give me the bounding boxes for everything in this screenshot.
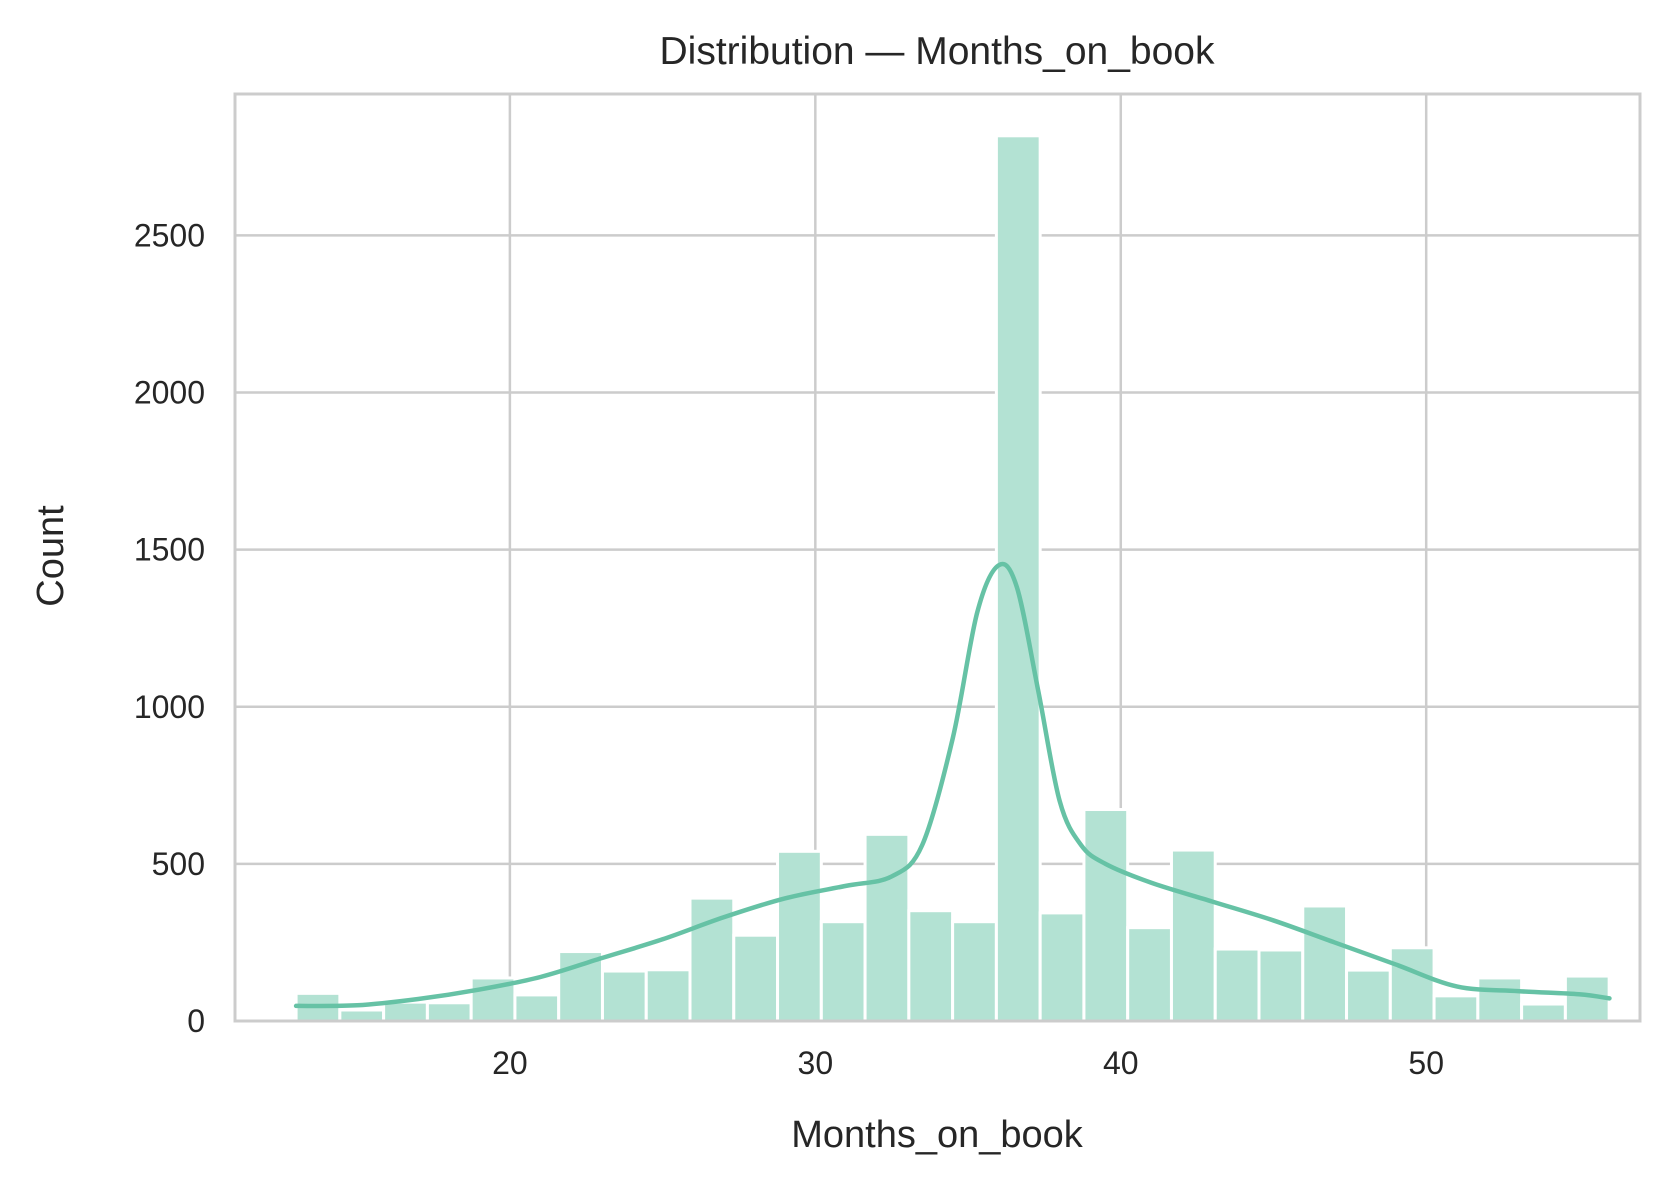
- chart-title: Distribution — Months_on_book: [660, 30, 1215, 73]
- x-tick-label: 20: [492, 1045, 528, 1081]
- y-tick-label: 2500: [134, 217, 205, 253]
- histogram-bar: [1388, 946, 1436, 1023]
- kde-curve: [293, 561, 1612, 1009]
- y-tick-labels: 0 500 1000 1500 2000 2500: [134, 217, 205, 1039]
- y-axis-label: Count: [30, 505, 72, 607]
- histogram-bar: [951, 920, 998, 1023]
- x-axis-label: Months_on_book: [791, 1114, 1084, 1156]
- histogram-bar: [600, 969, 648, 1023]
- histogram-bar: [382, 1000, 429, 1023]
- histogram-bar: [1520, 1002, 1567, 1023]
- histogram-bar: [1038, 911, 1086, 1023]
- x-tick-labels: 20 30 40 50: [492, 1045, 1444, 1081]
- histogram-bar: [1345, 968, 1392, 1023]
- kde-curve-group: [293, 561, 1612, 1009]
- histogram-bar: [1476, 976, 1524, 1023]
- histogram-bar: [1301, 904, 1349, 1023]
- y-tick-label: 500: [152, 846, 205, 882]
- histogram-bar: [1213, 947, 1261, 1023]
- y-tick-label: 1000: [134, 689, 205, 725]
- histogram-bar: [1082, 808, 1130, 1023]
- y-tick-label: 2000: [134, 375, 205, 411]
- histogram-bars: [294, 134, 1611, 1023]
- y-tick-label: 1500: [134, 532, 205, 568]
- histogram-bar: [819, 920, 867, 1023]
- y-tick-label: 0: [187, 1003, 205, 1039]
- gridlines: [235, 94, 1640, 1023]
- histogram-bar: [1169, 848, 1217, 1023]
- histogram-bar: [907, 909, 955, 1023]
- histogram-bar: [994, 134, 1042, 1023]
- x-tick-label: 40: [1103, 1045, 1139, 1081]
- histogram-bar: [1257, 948, 1305, 1023]
- x-tick-label: 30: [798, 1045, 834, 1081]
- histogram-bar: [1432, 994, 1480, 1023]
- histogram-bar: [732, 933, 780, 1023]
- plot-frame: [233, 92, 1642, 1023]
- histogram-bar: [338, 1008, 386, 1023]
- histogram-bar: [776, 849, 823, 1023]
- histogram-bar: [644, 968, 692, 1023]
- histogram-bar: [1126, 926, 1173, 1023]
- histogram-bar: [513, 993, 561, 1023]
- histogram-bar: [863, 832, 911, 1023]
- histogram-bar: [425, 1001, 473, 1023]
- x-tick-label: 50: [1408, 1045, 1444, 1081]
